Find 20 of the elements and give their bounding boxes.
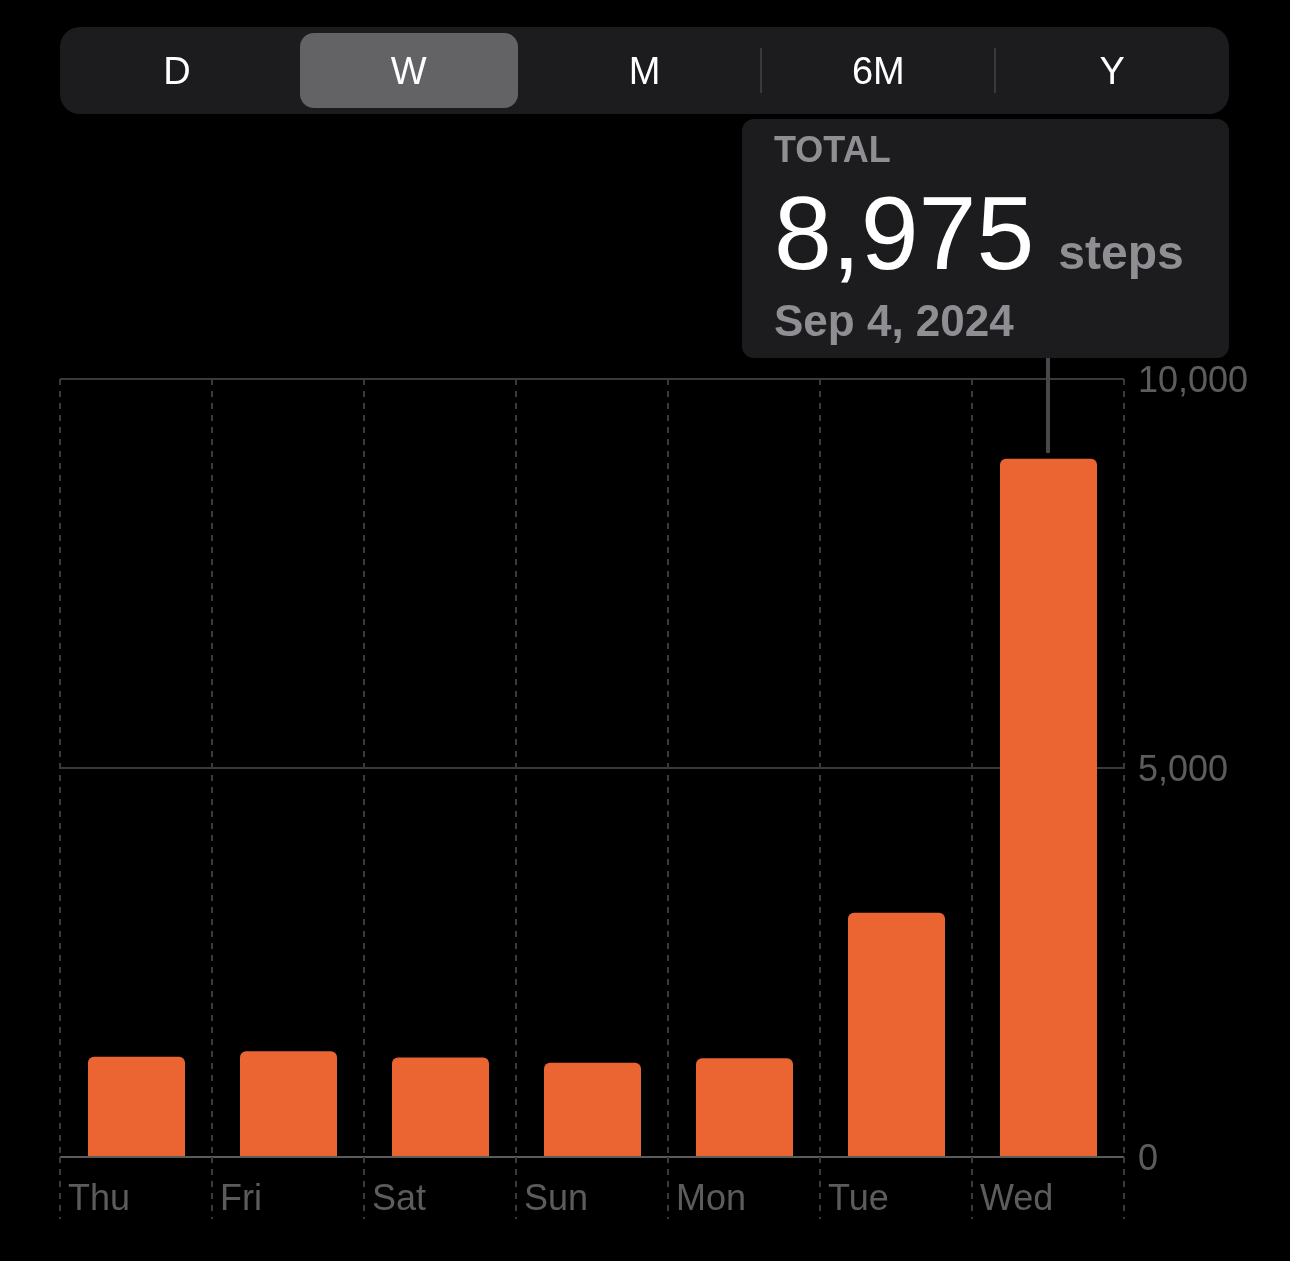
- bar: [240, 1051, 337, 1157]
- bar: [392, 1057, 489, 1157]
- x-tick-label: Fri: [220, 1176, 262, 1218]
- x-tick-label: Sun: [524, 1176, 589, 1218]
- bar: [1000, 458, 1097, 1157]
- callout-box: TOTAL 8,975 steps Sep 4, 2024: [742, 119, 1229, 358]
- x-tick-label: Tue: [828, 1176, 889, 1218]
- segmented-control: D W M 6M Y: [60, 27, 1229, 114]
- x-tick-label: Thu: [68, 1176, 131, 1218]
- x-tick-label: Mon: [676, 1176, 747, 1218]
- x-tick-label: Sat: [372, 1176, 427, 1218]
- x-tick-label: Wed: [980, 1176, 1054, 1218]
- annotation: 8,975: [774, 175, 1035, 291]
- y-tick-label: 0: [1138, 1136, 1159, 1178]
- y-tick-label: 5,000: [1138, 747, 1229, 789]
- bar: [88, 1056, 185, 1157]
- y-tick-label: 10,000: [1138, 358, 1249, 400]
- bar: [848, 912, 945, 1157]
- bar: [696, 1058, 793, 1157]
- bar: [544, 1062, 641, 1157]
